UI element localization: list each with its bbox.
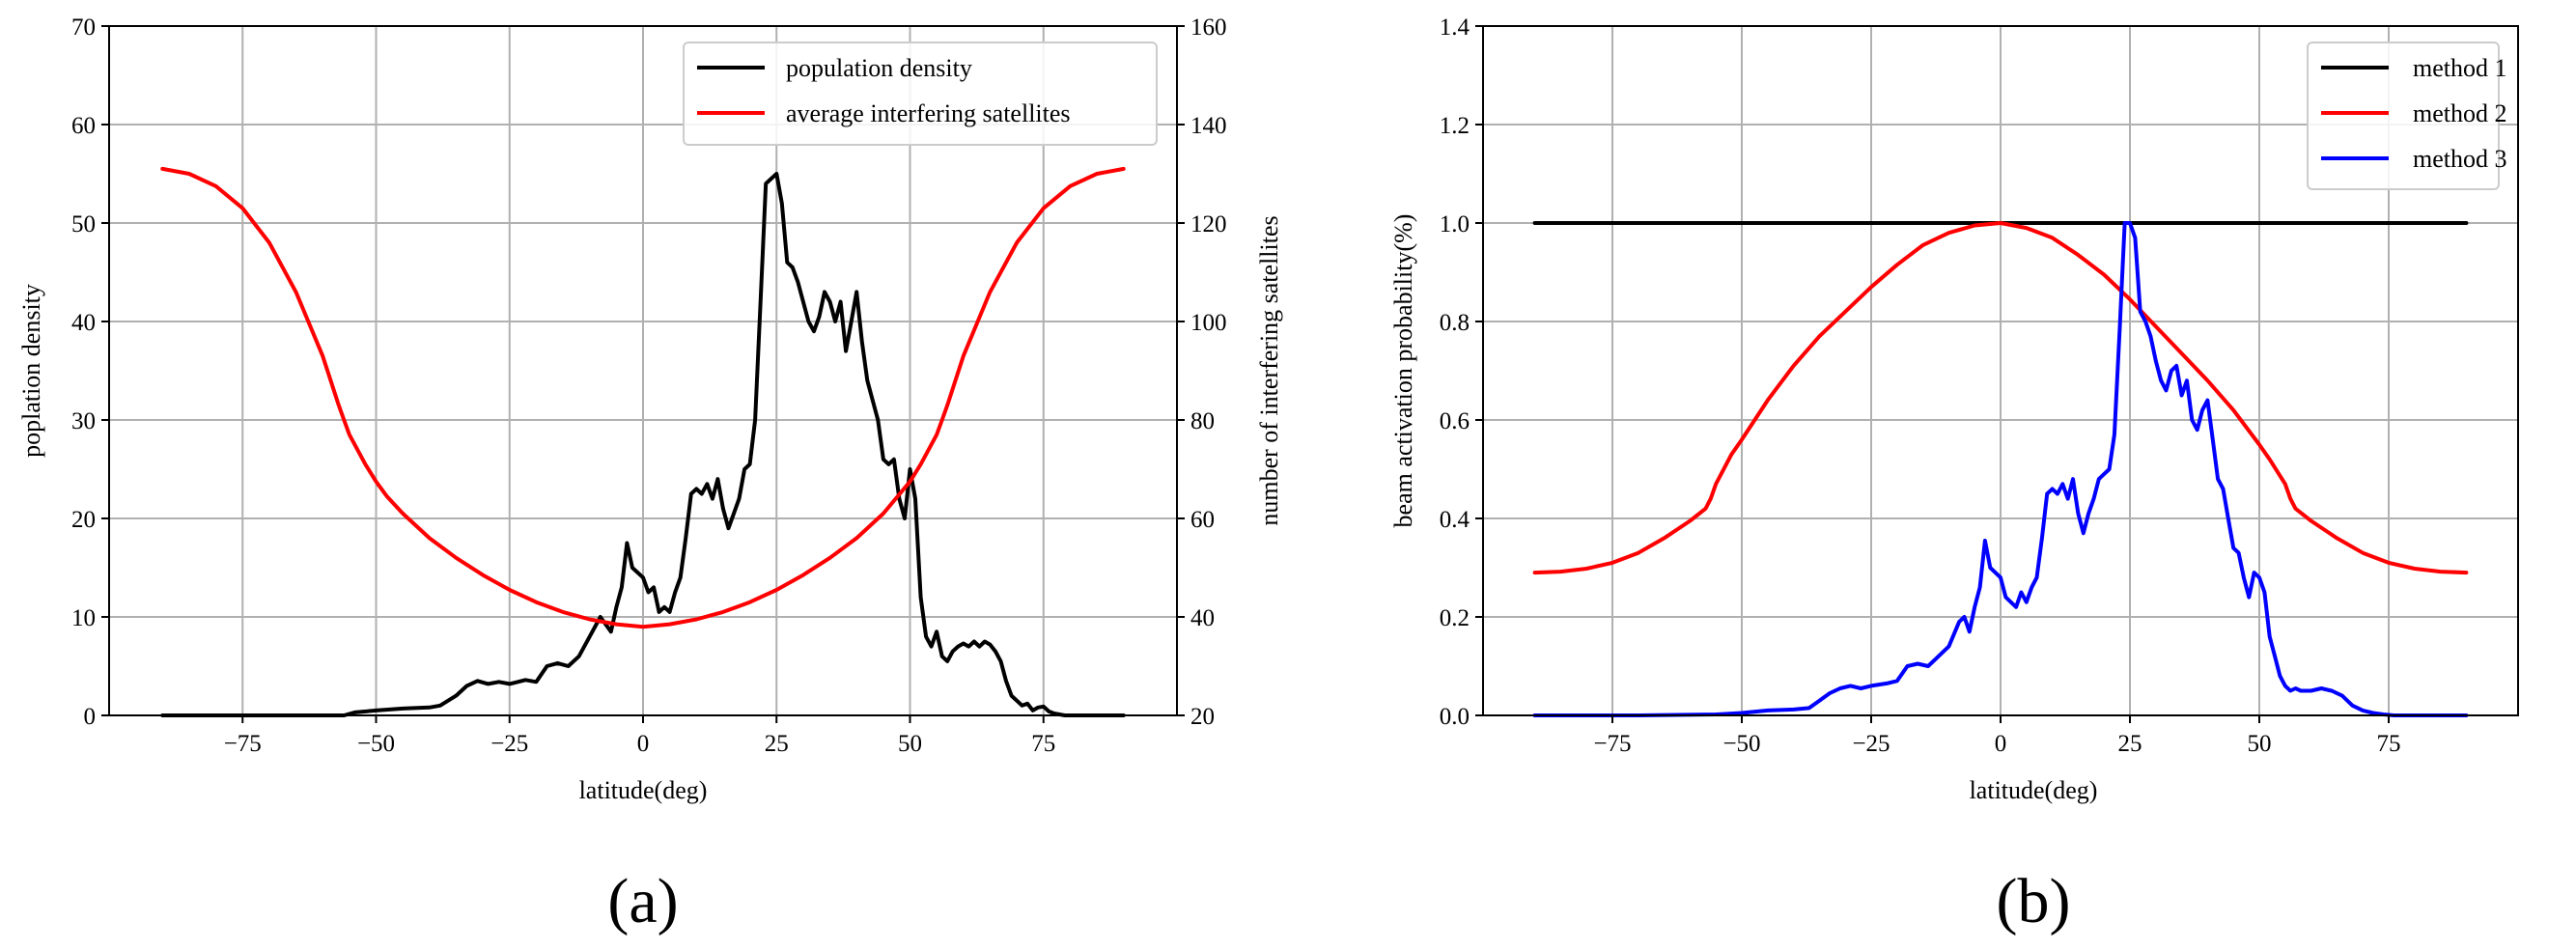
panel-a-x-tick-label: 50 (898, 731, 922, 757)
panel-a-x-tick-label: 25 (765, 731, 789, 757)
panel-b-y-tick-label: 0.2 (1440, 605, 1470, 631)
panel-a-label: (a) (607, 866, 678, 936)
panel-a-y2-tick-label: 20 (1190, 704, 1215, 730)
panel-a-y2-axis-label: number of interfering satellites (1255, 215, 1283, 525)
panel-a-y-tick-label: 60 (71, 113, 96, 139)
panel-a-y2-tick-label: 160 (1190, 14, 1227, 41)
panel-a-y-tick-label: 10 (71, 605, 96, 631)
panel-a-y2-tick-label: 60 (1190, 507, 1215, 533)
panel-a-y-tick-label: 50 (71, 211, 96, 238)
panel-b-x-tick-label: 25 (2118, 731, 2142, 757)
panel-a-x-tick-label: −50 (357, 731, 395, 757)
panel-a-legend-box (683, 42, 1158, 146)
panel-b-y-tick-label: 1.2 (1440, 113, 1470, 139)
panel-b-legend: method 1 method 2 method 3 (2307, 42, 2507, 190)
panel-b-y-tick-label: 0.0 (1440, 704, 1470, 730)
panel-a-y-tick-label: 30 (71, 408, 96, 434)
panel-a-x-tick-label: −25 (490, 731, 528, 757)
legend-label-average-interfering-satellites: average interfering satellites (786, 99, 1071, 127)
panel-a-y2-tick-label: 140 (1190, 113, 1227, 139)
panel-a-series-population-density (160, 172, 1126, 717)
panel-a-y-tick-label: 0 (84, 704, 97, 730)
panel-a-y2-tick-label: 100 (1190, 310, 1227, 336)
panel-a-y2-tick-label: 40 (1190, 605, 1215, 631)
panel-b-legend-box (2307, 42, 2500, 190)
panel-a-x-tick-label: 75 (1031, 731, 1055, 757)
panel-a-chart: −75 −50 −25 0 25 50 75 0 10 20 30 40 50 60 70 20 40 60 80 1… (17, 14, 1283, 936)
panel-b-y-tick-label: 0.8 (1440, 310, 1470, 336)
panel-a-y-tick-label: 20 (71, 507, 96, 533)
panel-b-x-tick-label: 0 (1995, 731, 2007, 757)
panel-a-series-average-interfering-satellites (160, 166, 1126, 629)
legend-label-method-2: method 2 (2413, 99, 2507, 127)
panel-b-series-method-2 (1532, 221, 2469, 575)
panel-b-x-tick-label: −25 (1852, 731, 1890, 757)
panel-b-label: (b) (1997, 866, 2071, 936)
panel-b-y-tick-label: 0.4 (1440, 507, 1470, 533)
panel-b-y-axis-label: beam activation probability(%) (1389, 214, 1417, 528)
panel-b-y-tick-label: 1.0 (1440, 211, 1470, 238)
panel-b-x-tick-label: 75 (2377, 731, 2401, 757)
panel-a-y-tick-label: 40 (71, 310, 96, 336)
panel-a-y2-tick-label: 80 (1190, 408, 1215, 434)
panel-a-y-tick-label: 70 (71, 14, 96, 41)
panel-a-legend: population density average interfering s… (683, 42, 1158, 146)
legend-label-population-density: population density (786, 54, 972, 82)
panel-b-x-tick-label: −75 (1593, 731, 1631, 757)
panel-b-y-tick-label: 1.4 (1440, 14, 1470, 41)
panel-b-y-tick-label: 0.6 (1440, 408, 1470, 434)
panel-b-series-method-3 (1532, 221, 2469, 717)
panel-b-chart: −75 −50 −25 0 25 50 75 0.0 0.2 0.4 0.6 0.8 1.0 1.2 1.4… (1389, 14, 2519, 936)
panel-a-x-axis-label: latitude(deg) (579, 776, 708, 804)
panel-a-x-tick-label: 0 (637, 731, 650, 757)
panel-b-x-axis-label: latitude(deg) (1970, 776, 2098, 804)
panel-a-y-axis-label: poplation density (17, 284, 45, 458)
panel-a-x-tick-label: −75 (224, 731, 262, 757)
panel-b-x-tick-label: −50 (1722, 731, 1760, 757)
panel-b-x-tick-label: 50 (2248, 731, 2272, 757)
legend-label-method-1: method 1 (2413, 54, 2507, 82)
panel-a-y2-tick-label: 120 (1190, 211, 1227, 238)
legend-label-method-3: method 3 (2413, 145, 2507, 173)
